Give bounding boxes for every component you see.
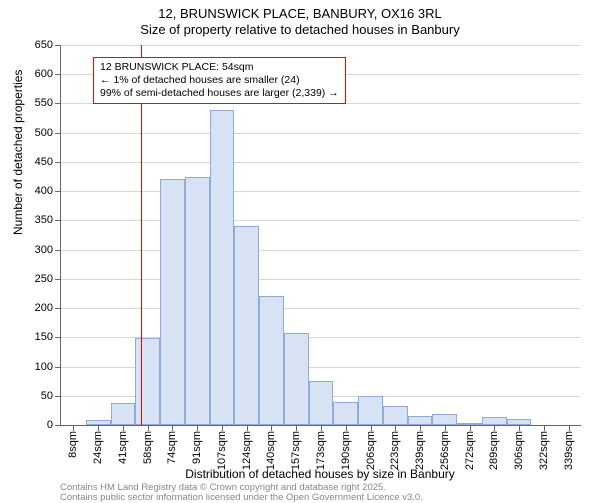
gridline	[61, 45, 581, 46]
y-tick	[55, 367, 61, 368]
x-tick-label: 256sqm	[439, 431, 451, 470]
annotation-box: 12 BRUNSWICK PLACE: 54sqm← 1% of detache…	[93, 57, 346, 104]
gridline	[61, 308, 581, 309]
annotation-line: 12 BRUNSWICK PLACE: 54sqm	[100, 61, 339, 74]
y-tick-label: 50	[41, 390, 53, 402]
y-tick-label: 0	[47, 419, 53, 431]
y-axis-label: Number of detached properties	[11, 70, 25, 235]
x-tick-label: 8sqm	[67, 431, 79, 458]
x-tick-label: 223sqm	[389, 431, 401, 470]
plot-area: 0501001502002503003504004505005506006508…	[60, 45, 581, 426]
gridline	[61, 162, 581, 163]
x-tick-label: 289sqm	[488, 431, 500, 470]
x-tick-label: 272sqm	[464, 431, 476, 470]
y-tick	[55, 425, 61, 426]
y-tick-label: 400	[35, 185, 53, 197]
y-tick-label: 650	[35, 39, 53, 51]
histogram-bar	[309, 381, 334, 425]
chart-container: 12, BRUNSWICK PLACE, BANBURY, OX16 3RL S…	[0, 0, 600, 500]
x-axis-label: Distribution of detached houses by size …	[60, 467, 580, 481]
histogram-bar	[111, 403, 136, 425]
y-tick	[55, 45, 61, 46]
chart-title-sub: Size of property relative to detached ho…	[0, 22, 600, 37]
histogram-bar	[160, 179, 185, 425]
y-tick-label: 200	[35, 302, 53, 314]
y-tick-label: 500	[35, 127, 53, 139]
y-tick-label: 600	[35, 68, 53, 80]
gridline	[61, 191, 581, 192]
y-tick	[55, 191, 61, 192]
histogram-bar	[259, 296, 284, 425]
x-tick-label: 239sqm	[414, 431, 426, 470]
x-tick-label: 190sqm	[340, 431, 352, 470]
y-tick-label: 450	[35, 156, 53, 168]
y-tick-label: 300	[35, 244, 53, 256]
y-tick	[55, 162, 61, 163]
histogram-bar	[210, 110, 235, 425]
histogram-bar	[185, 177, 210, 425]
histogram-bar	[383, 406, 408, 425]
histogram-bar	[432, 414, 457, 425]
y-tick	[55, 250, 61, 251]
x-tick-label: 107sqm	[216, 431, 228, 470]
x-tick-label: 124sqm	[241, 431, 253, 470]
x-tick-label: 58sqm	[142, 431, 154, 464]
histogram-bar	[358, 396, 383, 425]
histogram-bar	[408, 416, 433, 425]
x-tick-label: 339sqm	[563, 431, 575, 470]
x-tick-label: 173sqm	[315, 431, 327, 470]
histogram-bar	[135, 338, 160, 425]
footer-attribution: Contains HM Land Registry data © Crown c…	[60, 483, 423, 502]
gridline	[61, 279, 581, 280]
x-tick-label: 206sqm	[365, 431, 377, 470]
gridline	[61, 220, 581, 221]
x-tick-label: 41sqm	[117, 431, 129, 464]
footer-line-2: Contains public sector information licen…	[60, 493, 423, 503]
y-tick-label: 150	[35, 331, 53, 343]
x-tick-label: 306sqm	[513, 431, 525, 470]
y-tick-label: 550	[35, 97, 53, 109]
y-tick	[55, 133, 61, 134]
histogram-bar	[234, 226, 259, 425]
histogram-bar	[284, 333, 309, 425]
x-tick-label: 74sqm	[166, 431, 178, 464]
y-tick	[55, 74, 61, 75]
y-tick-label: 100	[35, 361, 53, 373]
gridline	[61, 133, 581, 134]
x-tick-label: 24sqm	[92, 431, 104, 464]
y-tick-label: 350	[35, 214, 53, 226]
histogram-bar	[333, 402, 358, 425]
y-tick-label: 250	[35, 273, 53, 285]
y-tick	[55, 103, 61, 104]
y-tick	[55, 337, 61, 338]
annotation-line: ← 1% of detached houses are smaller (24)	[100, 74, 339, 87]
y-tick	[55, 220, 61, 221]
x-tick-label: 322sqm	[538, 431, 550, 470]
y-tick	[55, 396, 61, 397]
histogram-bar	[482, 417, 507, 425]
y-tick	[55, 279, 61, 280]
x-tick-label: 91sqm	[191, 431, 203, 464]
x-tick-label: 140sqm	[265, 431, 277, 470]
chart-title-main: 12, BRUNSWICK PLACE, BANBURY, OX16 3RL	[0, 6, 600, 21]
y-tick	[55, 308, 61, 309]
annotation-line: 99% of semi-detached houses are larger (…	[100, 87, 339, 100]
x-tick-label: 157sqm	[290, 431, 302, 470]
gridline	[61, 250, 581, 251]
